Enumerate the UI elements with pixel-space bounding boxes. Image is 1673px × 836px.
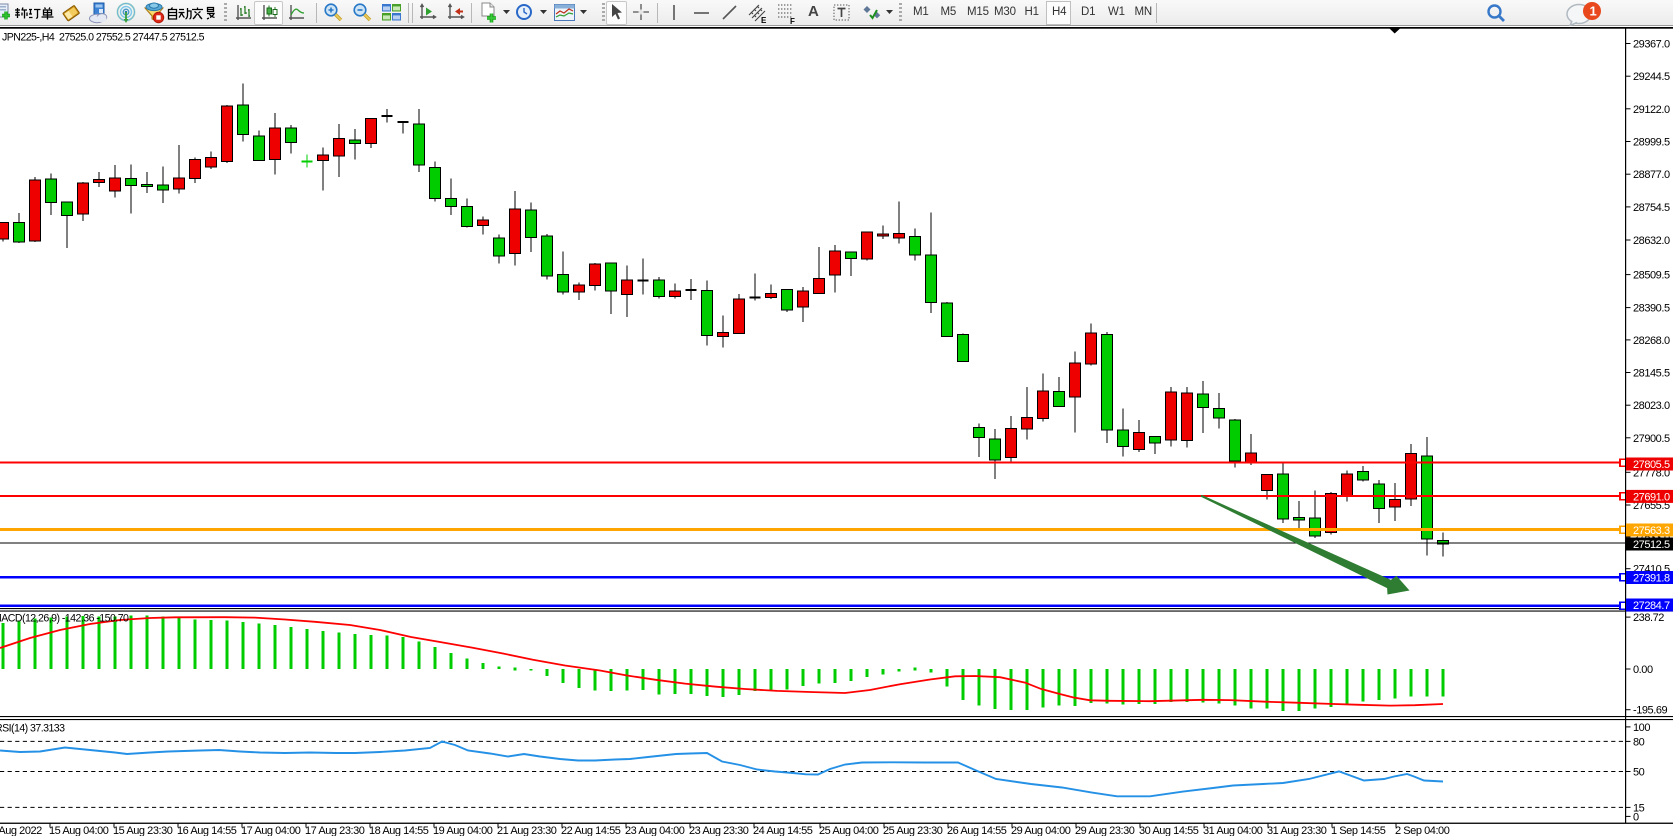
svg-text:28754.5: 28754.5	[1633, 202, 1670, 214]
svg-text:27900.5: 27900.5	[1633, 433, 1670, 445]
svg-text:22 Aug 14:55: 22 Aug 14:55	[561, 825, 621, 836]
svg-text:28023.0: 28023.0	[1633, 400, 1670, 412]
svg-text:0.00: 0.00	[1633, 664, 1653, 676]
svg-text:15: 15	[1633, 802, 1645, 814]
svg-text:1: 1	[1590, 4, 1597, 19]
svg-text:238.72: 238.72	[1633, 612, 1664, 624]
svg-text:27512.5: 27512.5	[1633, 539, 1670, 551]
svg-text:28632.0: 28632.0	[1633, 235, 1670, 247]
svg-text:28390.5: 28390.5	[1633, 303, 1670, 315]
svg-text:28877.0: 28877.0	[1633, 169, 1670, 181]
svg-text:12 Aug 2022: 12 Aug 2022	[0, 825, 42, 836]
svg-text:RSI(14) 37.3133: RSI(14) 37.3133	[0, 723, 65, 735]
svg-text:29 Aug 23:30: 29 Aug 23:30	[1075, 825, 1135, 836]
svg-text:2 Sep 04:00: 2 Sep 04:00	[1395, 825, 1450, 836]
svg-text:27284.7: 27284.7	[1633, 600, 1670, 612]
svg-text:29244.5: 29244.5	[1633, 71, 1670, 83]
svg-text:18 Aug 14:55: 18 Aug 14:55	[369, 825, 429, 836]
svg-text:21 Aug 23:30: 21 Aug 23:30	[497, 825, 557, 836]
svg-text:26 Aug 14:55: 26 Aug 14:55	[947, 825, 1007, 836]
svg-text:80: 80	[1633, 736, 1645, 748]
svg-text:1 Sep 14:55: 1 Sep 14:55	[1331, 825, 1386, 836]
svg-text:23 Aug 23:30: 23 Aug 23:30	[689, 825, 749, 836]
svg-text:25 Aug 04:00: 25 Aug 04:00	[819, 825, 879, 836]
svg-text:28145.5: 28145.5	[1633, 368, 1670, 380]
svg-text:-195.69: -195.69	[1633, 705, 1667, 717]
svg-text:27691.0: 27691.0	[1633, 491, 1670, 503]
svg-text:17 Aug 23:30: 17 Aug 23:30	[305, 825, 365, 836]
svg-text:29122.0: 29122.0	[1633, 104, 1670, 116]
svg-text:JPN225-,H4 27525.0 27552.5 27: JPN225-,H4 27525.0 27552.5 27447.5 27512…	[2, 32, 205, 44]
svg-text:27655.5: 27655.5	[1633, 500, 1670, 512]
svg-text:F: F	[790, 17, 795, 25]
svg-text:27805.5: 27805.5	[1633, 459, 1670, 471]
svg-text:29 Aug 04:00: 29 Aug 04:00	[1011, 825, 1071, 836]
svg-text:100: 100	[1633, 722, 1650, 734]
svg-text:24 Aug 14:55: 24 Aug 14:55	[753, 825, 813, 836]
svg-text:28509.5: 28509.5	[1633, 270, 1670, 282]
svg-text:16 Aug 14:55: 16 Aug 14:55	[177, 825, 237, 836]
svg-text:17 Aug 04:00: 17 Aug 04:00	[241, 825, 301, 836]
svg-text:23 Aug 04:00: 23 Aug 04:00	[625, 825, 685, 836]
svg-text:15 Aug 23:30: 15 Aug 23:30	[113, 825, 173, 836]
svg-text:29367.0: 29367.0	[1633, 39, 1670, 51]
svg-text:31 Aug 04:00: 31 Aug 04:00	[1203, 825, 1263, 836]
svg-text:28999.5: 28999.5	[1633, 137, 1670, 149]
svg-text:MACD(12,26,9) -142.36 -150.70: MACD(12,26,9) -142.36 -150.70	[0, 613, 129, 625]
svg-text:15 Aug 04:00: 15 Aug 04:00	[49, 825, 109, 836]
svg-text:E: E	[761, 16, 767, 24]
svg-text:27391.8: 27391.8	[1633, 573, 1670, 585]
svg-text:31 Aug 23:30: 31 Aug 23:30	[1267, 825, 1327, 836]
svg-text:0: 0	[1633, 811, 1639, 823]
svg-text:30 Aug 14:55: 30 Aug 14:55	[1139, 825, 1199, 836]
svg-text:27563.3: 27563.3	[1633, 525, 1670, 537]
svg-text:50: 50	[1633, 767, 1645, 779]
svg-text:19 Aug 04:00: 19 Aug 04:00	[433, 825, 493, 836]
svg-text:25 Aug 23:30: 25 Aug 23:30	[883, 825, 943, 836]
svg-text:28268.0: 28268.0	[1633, 335, 1670, 347]
